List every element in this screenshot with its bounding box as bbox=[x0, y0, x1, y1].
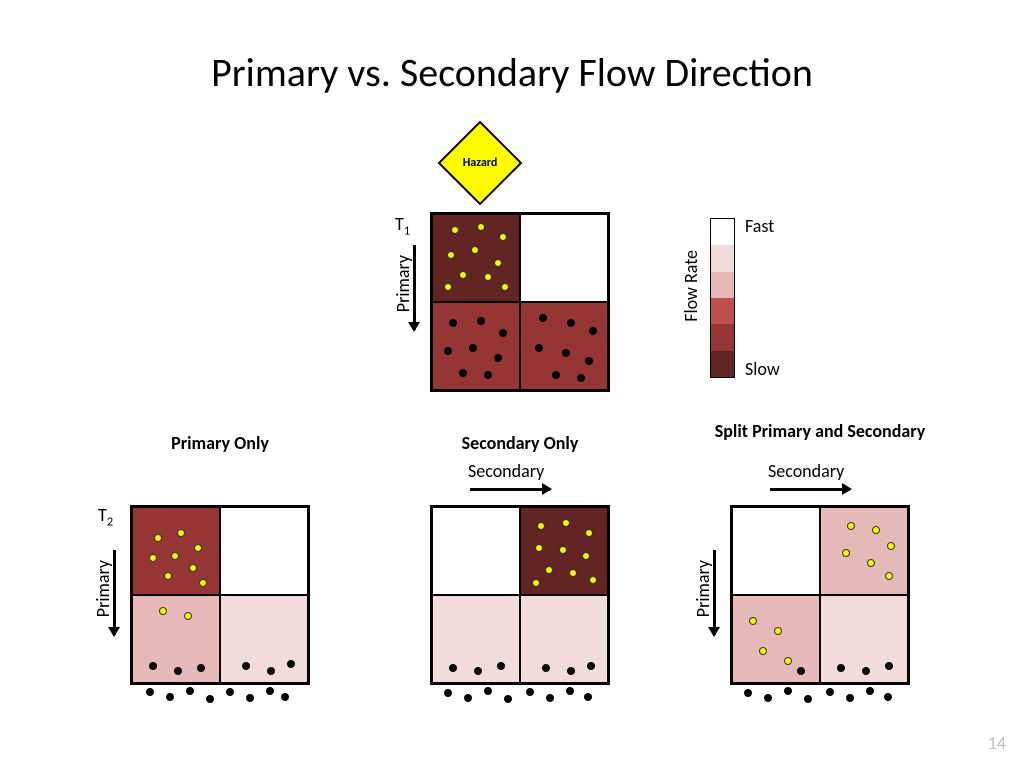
primary-arrow-1 bbox=[113, 550, 116, 635]
grid-secondary-only bbox=[430, 505, 610, 685]
primary-axis-top: Primary bbox=[392, 255, 414, 312]
secondary-label-2: Secondary bbox=[468, 460, 544, 482]
flow-rate-label: Flow Rate bbox=[680, 250, 702, 322]
flow-rate-legend bbox=[710, 218, 735, 378]
slow-label: Slow bbox=[745, 358, 780, 380]
grid-t1 bbox=[430, 212, 610, 392]
primary-axis-1: Primary bbox=[92, 560, 114, 617]
overflow-split bbox=[730, 687, 910, 717]
secondary-label-3: Secondary bbox=[768, 460, 844, 482]
secondary-arrow-2 bbox=[470, 488, 550, 491]
secondary-arrow-3 bbox=[770, 488, 850, 491]
hazard-diamond: Hazard bbox=[438, 121, 523, 206]
grid-primary-only bbox=[130, 505, 310, 685]
fast-label: Fast bbox=[745, 215, 774, 237]
t1-label: T1 bbox=[395, 213, 410, 239]
primary-arrow-top bbox=[413, 245, 416, 330]
overflow-primary bbox=[130, 687, 310, 717]
secondary-only-title: Secondary Only bbox=[430, 432, 610, 454]
split-title: Split Primary and Secondary bbox=[700, 420, 940, 442]
slide-title: Primary vs. Secondary Flow Direction bbox=[0, 0, 1024, 97]
hazard-label: Hazard bbox=[463, 156, 498, 170]
primary-axis-3: Primary bbox=[692, 560, 714, 617]
page-number: 14 bbox=[988, 732, 1006, 754]
t2-label-primary: T2 bbox=[98, 504, 113, 530]
primary-only-title: Primary Only bbox=[130, 432, 310, 454]
primary-arrow-3 bbox=[713, 550, 716, 635]
overflow-secondary bbox=[430, 687, 610, 717]
grid-split bbox=[730, 505, 910, 685]
